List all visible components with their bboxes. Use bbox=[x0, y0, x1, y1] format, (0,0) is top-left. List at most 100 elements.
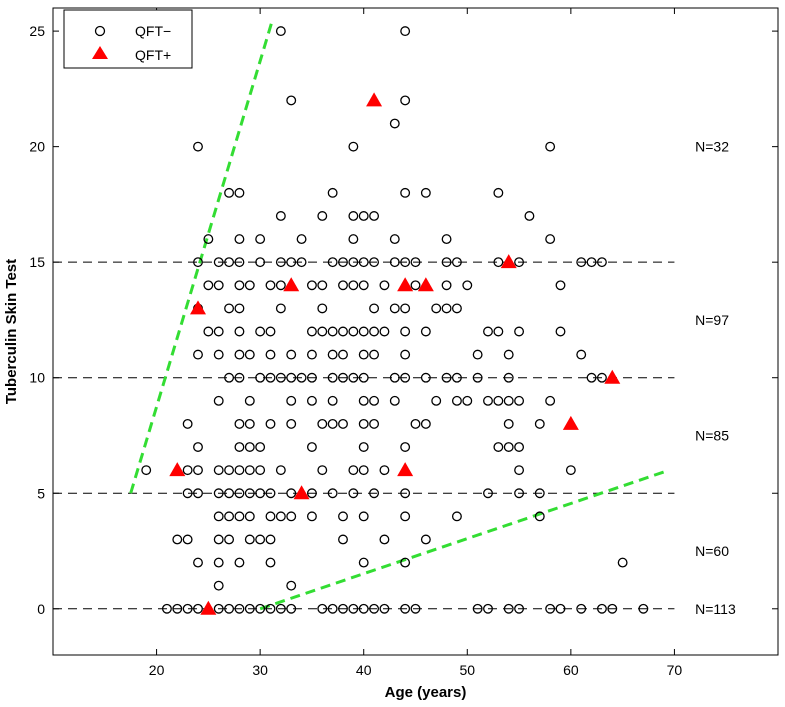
data-point-negative bbox=[358, 511, 369, 522]
data-point-negative bbox=[203, 234, 214, 245]
data-point-negative bbox=[358, 442, 369, 452]
data-point-negative bbox=[358, 257, 369, 268]
data-point-negative bbox=[327, 418, 338, 429]
plot-frame bbox=[52, 7, 779, 656]
data-point-negative bbox=[213, 349, 224, 360]
data-point-negative bbox=[193, 141, 203, 152]
data-point-negative bbox=[213, 557, 224, 568]
data-point-negative bbox=[514, 326, 525, 337]
reference-lines bbox=[53, 261, 675, 610]
x-tick-label: 30 bbox=[252, 662, 268, 678]
data-point-negative bbox=[514, 465, 525, 476]
data-point-negative bbox=[317, 418, 328, 429]
data-point-positive bbox=[190, 300, 206, 315]
data-point-negative bbox=[234, 418, 245, 429]
data-point-negative bbox=[379, 280, 390, 291]
data-point-negative bbox=[213, 511, 224, 522]
data-point-negative bbox=[441, 257, 452, 268]
data-point-negative bbox=[545, 141, 556, 152]
annotation-n-count: N=85 bbox=[695, 427, 729, 443]
data-point-negative bbox=[327, 187, 338, 198]
data-point-negative bbox=[431, 303, 442, 314]
data-point-negative bbox=[514, 488, 525, 499]
data-point-negative bbox=[275, 211, 286, 221]
x-tick-label: 50 bbox=[459, 662, 475, 678]
data-point-negative bbox=[275, 465, 286, 476]
data-point-negative bbox=[369, 326, 380, 337]
data-point-negative bbox=[275, 511, 286, 522]
boundary-line bbox=[259, 468, 670, 611]
data-point-negative bbox=[410, 257, 421, 268]
data-point-negative bbox=[265, 349, 276, 360]
data-point-negative bbox=[369, 488, 380, 499]
data-point-negative bbox=[234, 465, 245, 476]
data-point-negative bbox=[514, 603, 525, 614]
data-point-negative bbox=[358, 465, 369, 476]
data-point-negative bbox=[555, 326, 566, 337]
data-point-negative bbox=[255, 372, 266, 383]
data-point-negative bbox=[224, 465, 235, 476]
data-point-negative bbox=[286, 349, 297, 360]
data-point-negative bbox=[265, 488, 276, 499]
data-point-positive bbox=[200, 600, 217, 615]
data-point-negative bbox=[275, 372, 286, 383]
data-point-negative bbox=[369, 395, 380, 406]
data-point-negative bbox=[400, 95, 411, 106]
data-point-negative bbox=[338, 418, 348, 429]
data-point-negative bbox=[596, 603, 607, 614]
data-point-negative bbox=[161, 603, 172, 614]
series-qft-negative bbox=[141, 26, 649, 614]
data-point-negative bbox=[410, 603, 421, 614]
data-point-negative bbox=[213, 395, 224, 406]
data-point-negative bbox=[275, 303, 286, 314]
data-point-negative bbox=[358, 395, 369, 406]
data-point-negative bbox=[389, 303, 400, 314]
data-point-negative bbox=[400, 557, 411, 568]
legend: QFT− QFT+ bbox=[63, 9, 193, 69]
data-point-negative bbox=[286, 395, 297, 406]
data-point-negative bbox=[462, 395, 473, 406]
data-point-negative bbox=[327, 603, 338, 614]
annotations: N=32 N=97 N=85 N=60 N=113 bbox=[695, 139, 736, 617]
data-point-negative bbox=[586, 372, 597, 383]
data-point-negative bbox=[275, 280, 286, 291]
x-tick-label: 20 bbox=[149, 662, 165, 678]
data-point-negative bbox=[265, 557, 276, 568]
data-point-negative bbox=[306, 511, 317, 522]
data-point-negative bbox=[617, 557, 628, 568]
data-point-negative bbox=[255, 465, 266, 476]
data-point-negative bbox=[348, 372, 359, 383]
data-point-negative bbox=[441, 280, 452, 291]
data-point-negative bbox=[255, 442, 266, 452]
data-point-negative bbox=[265, 372, 276, 383]
data-point-negative bbox=[348, 211, 359, 221]
data-point-negative bbox=[193, 603, 203, 614]
data-point-negative bbox=[358, 349, 369, 360]
data-point-negative bbox=[244, 511, 255, 522]
data-point-negative bbox=[244, 349, 255, 360]
data-point-negative bbox=[400, 511, 411, 522]
x-axis-label: Age (years) bbox=[385, 684, 467, 701]
data-point-negative bbox=[234, 187, 245, 198]
data-point-negative bbox=[317, 465, 328, 476]
data-point-negative bbox=[431, 395, 442, 406]
data-point-negative bbox=[286, 488, 297, 499]
data-point-negative bbox=[286, 372, 297, 383]
data-point-positive bbox=[397, 277, 414, 292]
data-point-negative bbox=[213, 280, 224, 291]
data-point-negative bbox=[483, 395, 493, 406]
data-point-negative bbox=[224, 187, 235, 198]
legend-marker-negative bbox=[94, 25, 106, 37]
data-point-negative bbox=[286, 580, 297, 591]
data-point-negative bbox=[224, 488, 235, 499]
data-point-negative bbox=[255, 534, 266, 545]
data-point-negative bbox=[369, 418, 380, 429]
data-point-negative bbox=[338, 326, 348, 337]
data-point-negative bbox=[172, 603, 183, 614]
data-point-negative bbox=[265, 603, 276, 614]
data-point-negative bbox=[286, 95, 297, 106]
data-point-negative bbox=[472, 603, 483, 614]
data-point-negative bbox=[275, 26, 286, 37]
data-point-positive bbox=[293, 485, 310, 500]
data-point-negative bbox=[534, 418, 545, 429]
